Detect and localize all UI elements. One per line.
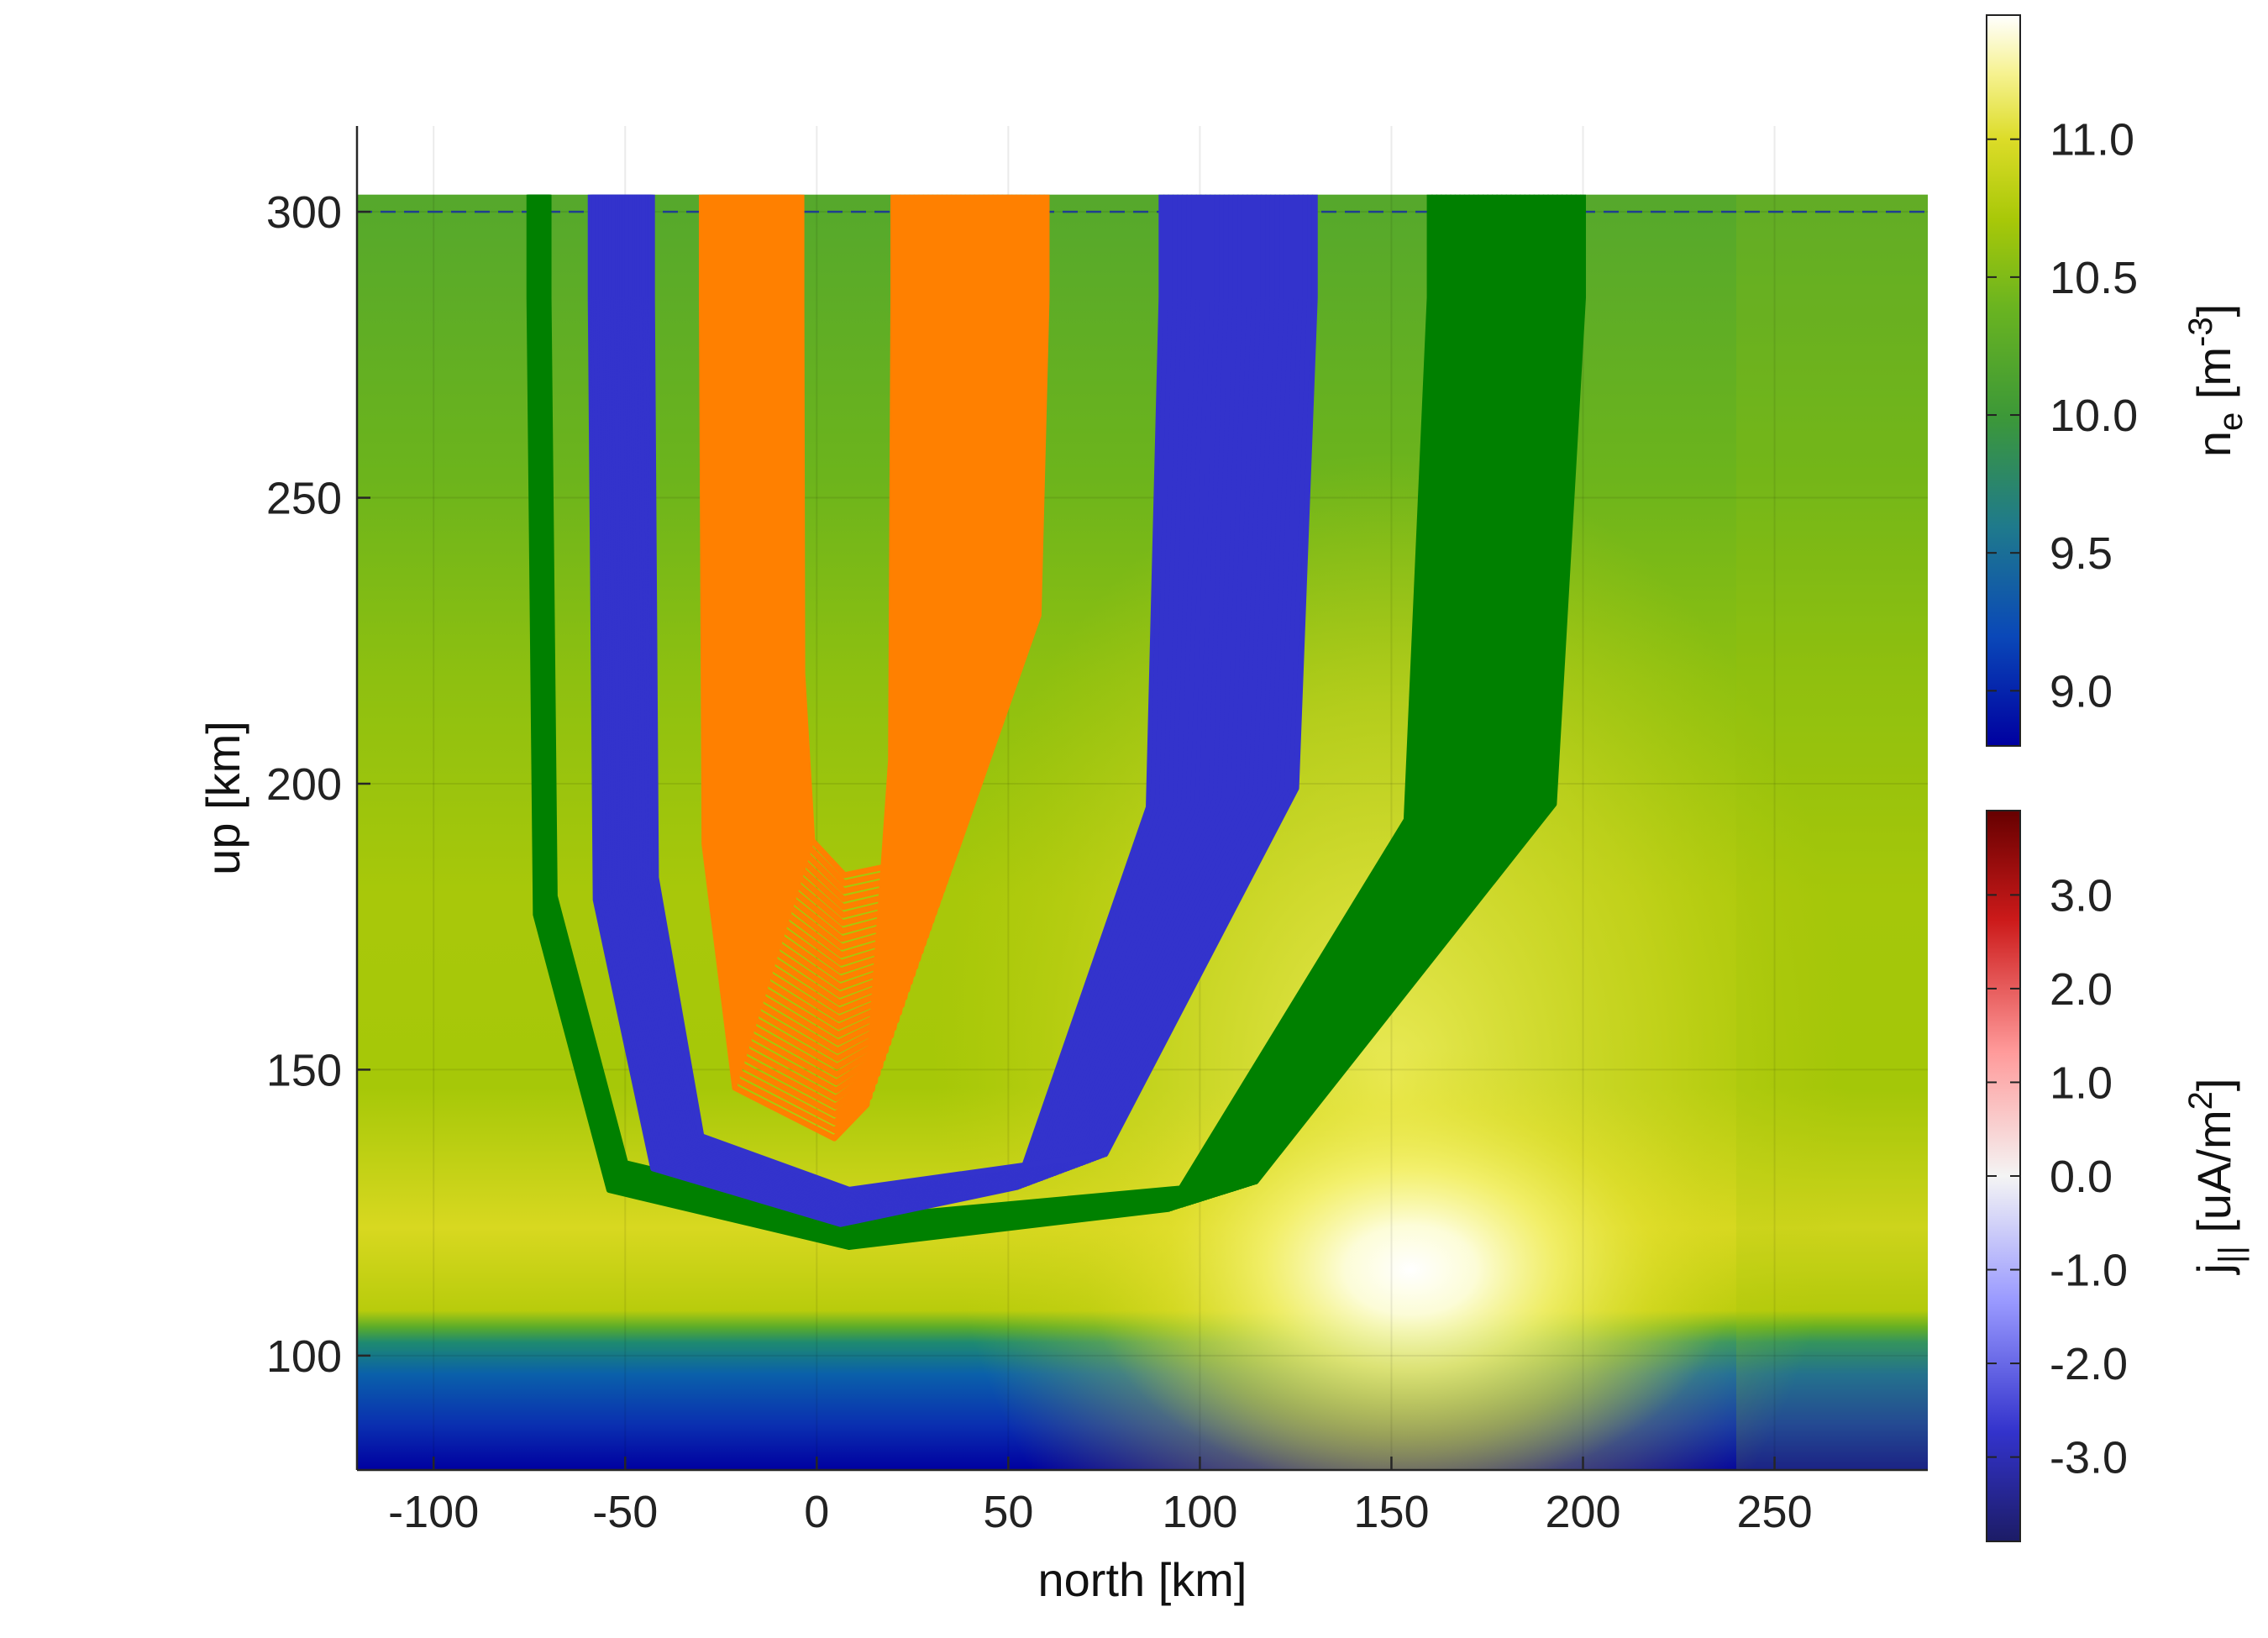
- field-line: [783, 194, 1026, 918]
- x-tick-label: 0: [804, 1487, 829, 1537]
- colorbar-tick-label: 11.0: [2050, 115, 2134, 165]
- field-line: [711, 194, 916, 1110]
- field-line: [717, 194, 925, 1094]
- x-axis-label: north [km]: [1038, 1553, 1247, 1606]
- x-tick-label: 250: [1737, 1487, 1813, 1537]
- colorbar-j-ticks: -3.0 -2.0 -1.0 0.0 1.0 2.0 3.0: [1987, 870, 2128, 1483]
- field-line: [780, 194, 1022, 927]
- field-line: [726, 194, 938, 1070]
- colorbar-tick-label: 9.5: [2050, 528, 2113, 579]
- colorbar-tick-label: -1.0: [2050, 1246, 2128, 1296]
- colorbar-tick-label: 0.0: [2050, 1152, 2113, 1202]
- field-line: [698, 194, 897, 1142]
- field-line: [756, 194, 985, 990]
- field-line: [771, 194, 1008, 950]
- field-line: [789, 194, 1036, 902]
- field-line-bundles: [526, 194, 1587, 1250]
- field-line: [765, 194, 999, 966]
- field-line: [747, 194, 971, 1014]
- field-line: [738, 194, 957, 1038]
- y-tick-label: 250: [266, 474, 342, 524]
- field-line: [701, 194, 901, 1134]
- heatmap-hot-region: [1084, 1047, 1736, 1470]
- colorbar-tick-label: -3.0: [2050, 1433, 2128, 1483]
- field-line-bundle-1: [587, 194, 1318, 1227]
- field-line: [722, 194, 934, 1078]
- field-line: [732, 194, 948, 1054]
- field-line: [759, 194, 990, 982]
- axes: [355, 126, 1928, 1472]
- x-tick-label: 200: [1545, 1487, 1620, 1537]
- x-tick-label: -100: [388, 1487, 479, 1537]
- field-line: [743, 194, 966, 1022]
- y-tick-label: 150: [266, 1045, 342, 1095]
- plot-area: -100 -50 0 50 100 150 200 250 100 150 200 250 300 n…: [197, 126, 1928, 1606]
- colorbar-tick-label: 3.0: [2050, 870, 2113, 921]
- y-tick-label: 300: [266, 187, 342, 238]
- field-line: [735, 194, 953, 1046]
- colorbar-ne-gradient: [1986, 14, 2021, 747]
- field-line: [768, 194, 1004, 958]
- field-line: [750, 194, 976, 1006]
- x-tick-label: 100: [1162, 1487, 1237, 1537]
- colorbar-j-label: j|| [uA/m2]: [2182, 1079, 2250, 1276]
- x-tick-label: -50: [592, 1487, 658, 1537]
- x-tick-label: 150: [1353, 1487, 1429, 1537]
- field-line: [648, 194, 1318, 1193]
- colorbar-j-parallel: -3.0 -2.0 -1.0 0.0 1.0 2.0 3.0 j|| [uA/m2]: [1986, 810, 2250, 1542]
- y-axis-ticks: 100 150 200 250 300: [266, 187, 370, 1382]
- field-line: [705, 194, 906, 1126]
- y-tick-label: 200: [266, 759, 342, 810]
- colorbar-ne-ticks: 9.0 9.5 10.0 10.5 11.0: [1987, 115, 2138, 717]
- heatmap-east-band: [1735, 194, 1928, 1470]
- field-line: [707, 194, 911, 1118]
- field-line: [713, 194, 920, 1102]
- field-line: [720, 194, 929, 1086]
- field-line: [728, 194, 943, 1062]
- field-line: [753, 194, 980, 998]
- colorbar-tick-label: -2.0: [2050, 1339, 2128, 1389]
- colorbar-ne-label: ne [m-3]: [2182, 304, 2250, 457]
- field-line-bundle-2: [698, 194, 1050, 1142]
- x-tick-label: 50: [983, 1487, 1033, 1537]
- colorbar-tick-label: 2.0: [2050, 964, 2113, 1015]
- colorbar-ne: 9.0 9.5 10.0 10.5 11.0 ne [m-3]: [1986, 14, 2250, 747]
- colorbar-tick-label: 1.0: [2050, 1058, 2113, 1108]
- y-tick-label: 100: [266, 1331, 342, 1382]
- y-axis-label: up [km]: [197, 721, 249, 875]
- field-line: [774, 194, 1013, 942]
- colorbar-tick-label: 9.0: [2050, 666, 2113, 717]
- colorbar-tick-label: 10.5: [2050, 253, 2138, 303]
- field-line: [741, 194, 962, 1030]
- x-axis-ticks: -100 -50 0 50 100 150 200 250: [388, 1457, 1813, 1537]
- field-line: [795, 194, 1045, 886]
- field-line: [798, 194, 1050, 879]
- colorbar-tick-label: 10.0: [2050, 391, 2138, 441]
- field-line: [777, 194, 1017, 934]
- field-line: [792, 194, 1041, 895]
- field-line: [786, 194, 1032, 911]
- field-line: [762, 194, 995, 974]
